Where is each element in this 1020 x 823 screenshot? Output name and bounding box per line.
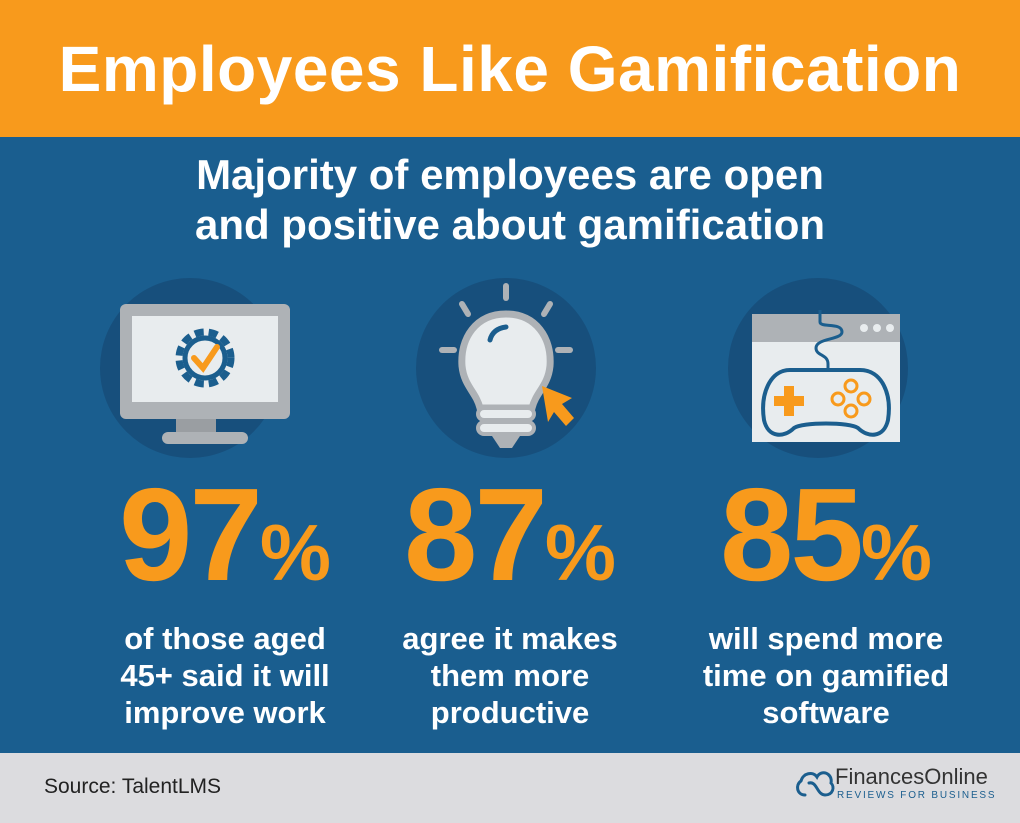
stat-block: 85% will spend more time on gamified softw… <box>666 461 986 731</box>
stat-value: 87% <box>404 461 616 608</box>
gamepad-window-icon <box>752 310 900 442</box>
lightbulb-cursor-icon <box>439 283 574 448</box>
subtitle-line: and positive about gamification <box>194 201 826 248</box>
stat-value: 97% <box>119 461 331 608</box>
monitor-gear-check-icon <box>120 304 290 444</box>
stat-value: 85% <box>720 461 932 608</box>
stat-description: will spend more time on gamified software <box>702 621 950 730</box>
stat-description: of those aged 45+ said it will improve wor… <box>120 621 330 730</box>
source-text: Source: TalentLMS <box>44 775 222 798</box>
subtitle-line: Majority of employees are open <box>196 151 824 198</box>
cloud-logo-icon <box>796 771 835 797</box>
stat-block: 97% of those aged 45+ said it will improve… <box>65 461 385 731</box>
stat-block: 87% agree it makes them more productive <box>350 461 670 731</box>
subtitle: Majority of employees are open and posit… <box>0 150 1020 250</box>
page-title: Employees Like Gamification <box>58 32 962 105</box>
footer: Source: TalentLMS FinancesOnline REVIEWS… <box>0 753 1020 823</box>
header-banner: Employees Like Gamification <box>0 0 1020 137</box>
brand-tagline: REVIEWS FOR BUSINESS <box>837 790 997 801</box>
brand-name: FinancesOnline <box>835 764 988 789</box>
stat-description: agree it makes them more productive <box>402 621 618 730</box>
